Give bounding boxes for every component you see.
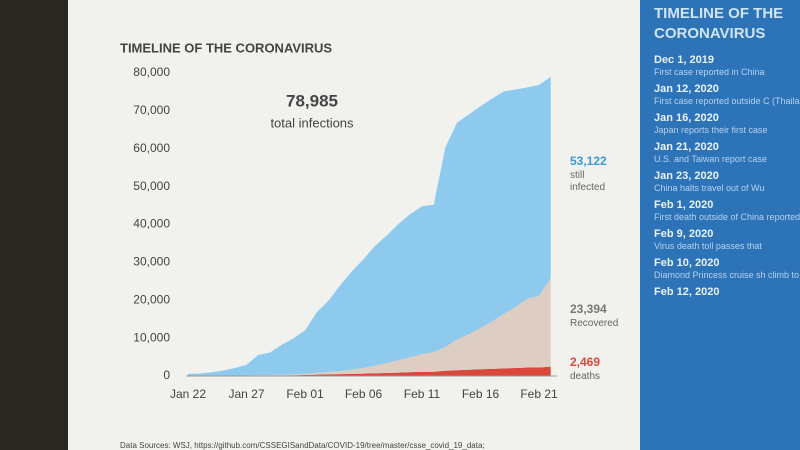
- y-tick-label: 30,000: [133, 255, 170, 269]
- timeline-event: Dec 1, 2019 First case reported in China: [654, 54, 800, 78]
- event-text: Virus death toll passes that: [654, 241, 762, 251]
- event-text: First case reported in China: [654, 67, 765, 77]
- chart: TIMELINE OF THE CORONAVIRUS 78,985 total…: [120, 40, 558, 450]
- source: Data Sources: WSJ, https://github.com/CS…: [120, 441, 485, 450]
- sidebar-title: TIMELINE OF THE CORONAVIRUS: [654, 5, 784, 42]
- total-value: 78,985: [286, 91, 338, 110]
- timeline-event: Feb 1, 2020 First death outside of China …: [654, 199, 800, 223]
- timeline-event: Jan 12, 2020 First case reported outside …: [654, 83, 800, 107]
- total-text: total infections: [270, 115, 354, 130]
- x-tick-label: Feb 16: [462, 387, 500, 401]
- area: [188, 366, 551, 376]
- timeline-event: Feb 10, 2020 Diamond Princess cruise sh c…: [654, 257, 800, 281]
- legend-label: Recovered: [570, 318, 619, 329]
- x-tick-label: Feb 11: [404, 387, 441, 401]
- value-label: 2,469: [570, 355, 601, 369]
- event-date: Jan 21, 2020: [654, 141, 719, 153]
- event-text: Diamond Princess cruise sh climb to 135: [654, 270, 800, 280]
- timeline-event: Feb 12, 2020: [654, 286, 800, 298]
- area: [188, 278, 551, 376]
- event-text: First case reported outside C (Thailand): [654, 96, 800, 106]
- timeline-event: Jan 21, 2020 U.S. and Taiwan report case: [654, 141, 800, 165]
- event-date: Jan 16, 2020: [654, 112, 719, 124]
- event-text: U.S. and Taiwan report case: [654, 154, 767, 164]
- legend-label: deaths: [570, 371, 601, 382]
- timeline-event: Jan 23, 2020 China halts travel out of Wu: [654, 170, 800, 194]
- y-tick-label: 80,000: [133, 65, 170, 79]
- y-tick-label: 0: [163, 368, 170, 382]
- y-tick-label: 50,000: [133, 179, 170, 193]
- chart-title: TIMELINE OF THE CORONAVIRUS: [120, 40, 332, 55]
- x-tick-label: Feb 01: [286, 387, 324, 401]
- x-tick-label: Jan 27: [228, 387, 264, 401]
- event-text: Japan reports their first case: [654, 125, 768, 135]
- sidebar: TIMELINE OF THE CORONAVIRUS Dec 1, 2019 F…: [640, 0, 800, 450]
- timeline-event: Feb 9, 2020 Virus death toll passes that: [654, 228, 800, 252]
- legend-label: still infected: [570, 170, 606, 193]
- y-tick-label: 20,000: [133, 292, 170, 306]
- event-text: China halts travel out of Wu: [654, 183, 765, 193]
- event-text: First death outside of China reported: [654, 212, 800, 222]
- event-date: Jan 12, 2020: [654, 83, 719, 95]
- x-tick-label: Feb 06: [345, 387, 383, 401]
- value-label: 23,394: [570, 302, 607, 316]
- y-tick-label: 60,000: [133, 141, 170, 155]
- event-date: Jan 23, 2020: [654, 170, 719, 182]
- x-tick-label: Jan 22: [170, 387, 206, 401]
- event-date: Feb 1, 2020: [654, 199, 714, 211]
- event-date: Feb 10, 2020: [654, 257, 720, 269]
- event-date: Feb 9, 2020: [654, 228, 714, 240]
- y-tick-label: 40,000: [133, 217, 170, 231]
- event-date: Feb 12, 2020: [654, 286, 720, 298]
- area: [188, 76, 551, 376]
- x-tick-label: Feb 21: [520, 387, 558, 401]
- event-date: Dec 1, 2019: [654, 54, 714, 66]
- value-label: 53,122: [570, 154, 607, 168]
- timeline-event: Jan 16, 2020 Japan reports their first ca…: [654, 112, 800, 136]
- y-tick-label: 10,000: [133, 330, 170, 344]
- y-tick-label: 70,000: [133, 103, 170, 117]
